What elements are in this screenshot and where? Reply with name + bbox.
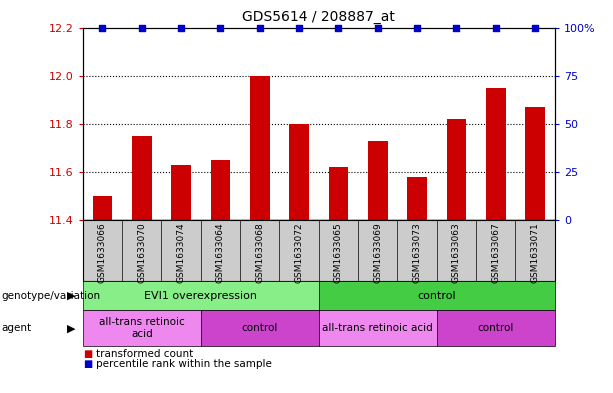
Bar xyxy=(368,141,387,220)
Point xyxy=(530,24,540,31)
Bar xyxy=(250,76,270,220)
Text: ■: ■ xyxy=(83,349,92,359)
Text: all-trans retinoic
acid: all-trans retinoic acid xyxy=(99,318,185,339)
Text: ▶: ▶ xyxy=(67,291,75,301)
Text: GSM1633071: GSM1633071 xyxy=(531,222,539,283)
Bar xyxy=(171,165,191,220)
Text: GSM1633074: GSM1633074 xyxy=(177,222,186,283)
Text: GSM1633069: GSM1633069 xyxy=(373,222,383,283)
Point xyxy=(176,24,186,31)
Text: EVI1 overexpression: EVI1 overexpression xyxy=(144,291,257,301)
Point xyxy=(373,24,383,31)
Bar xyxy=(329,167,348,220)
Text: transformed count: transformed count xyxy=(96,349,194,359)
Point xyxy=(216,24,226,31)
Point xyxy=(294,24,304,31)
Text: ■: ■ xyxy=(83,358,92,369)
Bar xyxy=(486,88,506,220)
Text: GSM1633065: GSM1633065 xyxy=(334,222,343,283)
Point xyxy=(491,24,501,31)
Text: control: control xyxy=(242,323,278,333)
Text: ▶: ▶ xyxy=(67,323,75,333)
Bar xyxy=(211,160,230,220)
Text: GSM1633070: GSM1633070 xyxy=(137,222,147,283)
Point xyxy=(255,24,265,31)
Point xyxy=(97,24,107,31)
Bar xyxy=(447,119,466,220)
Text: GSM1633066: GSM1633066 xyxy=(98,222,107,283)
Text: all-trans retinoic acid: all-trans retinoic acid xyxy=(322,323,433,333)
Point xyxy=(412,24,422,31)
Point xyxy=(137,24,147,31)
Text: percentile rank within the sample: percentile rank within the sample xyxy=(96,358,272,369)
Point xyxy=(333,24,343,31)
Bar xyxy=(407,177,427,220)
Text: GSM1633063: GSM1633063 xyxy=(452,222,461,283)
Text: genotype/variation: genotype/variation xyxy=(1,291,101,301)
Text: GSM1633067: GSM1633067 xyxy=(491,222,500,283)
Text: GSM1633068: GSM1633068 xyxy=(255,222,264,283)
Bar xyxy=(93,196,112,220)
Bar xyxy=(289,124,309,220)
Text: agent: agent xyxy=(1,323,31,333)
Text: GSM1633073: GSM1633073 xyxy=(413,222,422,283)
Text: control: control xyxy=(417,291,456,301)
Text: control: control xyxy=(478,323,514,333)
Bar xyxy=(132,136,151,220)
Title: GDS5614 / 208887_at: GDS5614 / 208887_at xyxy=(242,10,395,24)
Text: GSM1633072: GSM1633072 xyxy=(295,222,303,283)
Text: GSM1633064: GSM1633064 xyxy=(216,222,225,283)
Bar xyxy=(525,107,545,220)
Point xyxy=(452,24,462,31)
